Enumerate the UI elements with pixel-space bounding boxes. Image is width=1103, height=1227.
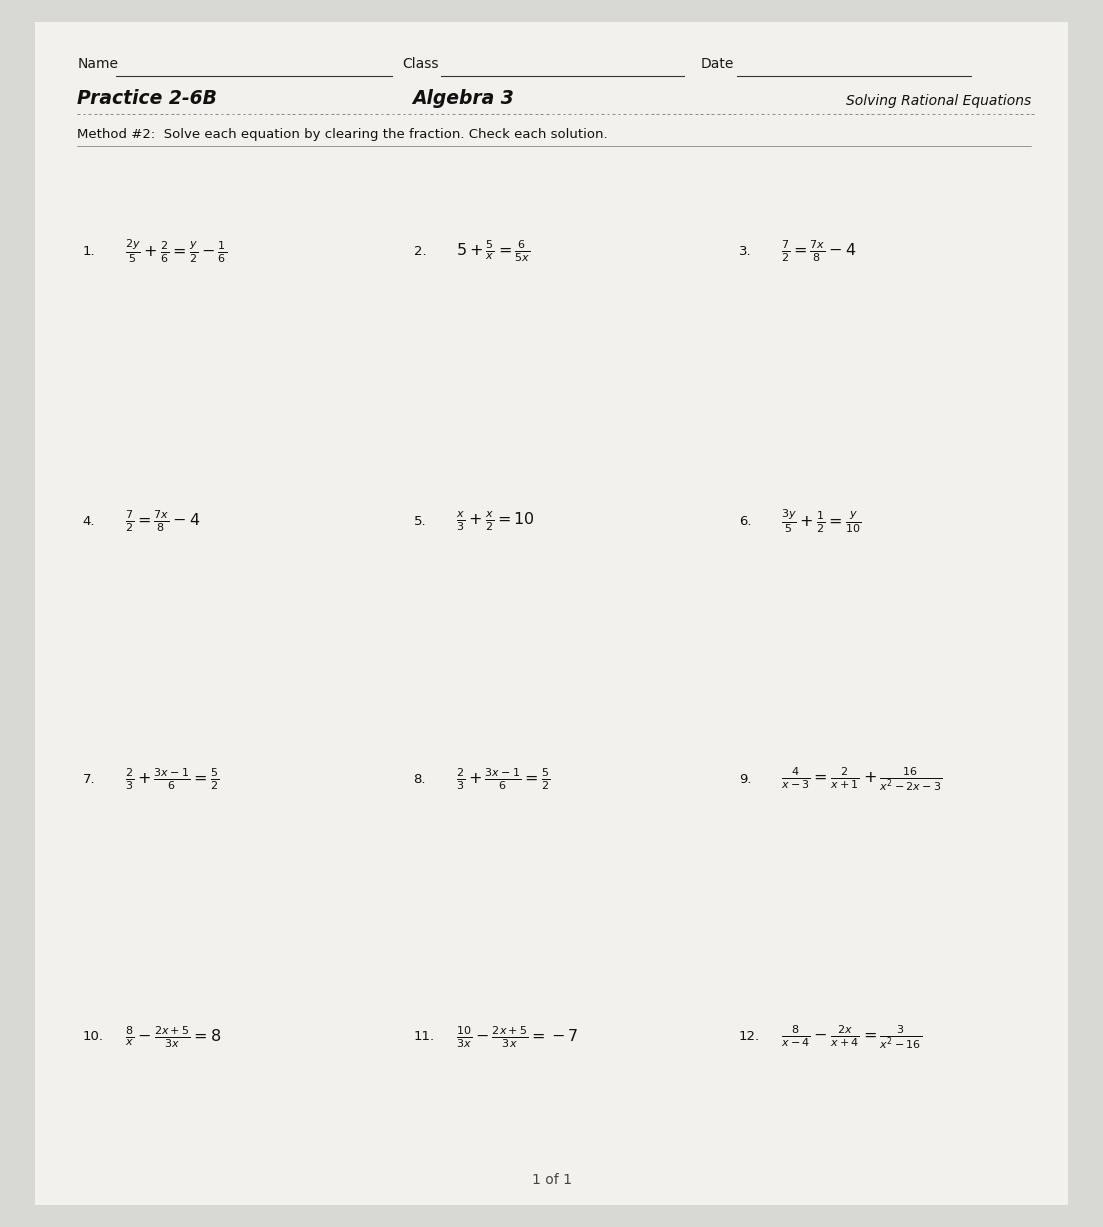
Text: $\frac{2y}{5}+\frac{2}{6}=\frac{y}{2}-\frac{1}{6}$: $\frac{2y}{5}+\frac{2}{6}=\frac{y}{2}-\f… — [125, 238, 227, 265]
Text: Algebra 3: Algebra 3 — [413, 90, 514, 108]
Text: Method #2:  Solve each equation by clearing the fraction. Check each solution.: Method #2: Solve each equation by cleari… — [77, 128, 608, 141]
Text: 11.: 11. — [414, 1031, 435, 1043]
Text: 1 of 1: 1 of 1 — [532, 1173, 571, 1188]
Text: $\frac{4}{x-3}=\frac{2}{x+1}+\frac{16}{x^2-2x-3}$: $\frac{4}{x-3}=\frac{2}{x+1}+\frac{16}{x… — [781, 766, 942, 793]
Text: Class: Class — [403, 58, 439, 71]
Text: 2.: 2. — [414, 245, 426, 258]
Text: 10.: 10. — [83, 1031, 104, 1043]
Text: $5+\frac{5}{x}=\frac{6}{5x}$: $5+\frac{5}{x}=\frac{6}{5x}$ — [456, 238, 529, 265]
Text: Solving Rational Equations: Solving Rational Equations — [846, 94, 1031, 108]
Text: $\frac{3y}{5}+\frac{1}{2}=\frac{y}{10}$: $\frac{3y}{5}+\frac{1}{2}=\frac{y}{10}$ — [781, 508, 861, 535]
Text: $\frac{8}{x-4}-\frac{2x}{x+4}=\frac{3}{x^2-16}$: $\frac{8}{x-4}-\frac{2x}{x+4}=\frac{3}{x… — [781, 1023, 922, 1050]
Text: 8.: 8. — [414, 773, 426, 785]
Text: 4.: 4. — [83, 515, 95, 528]
Text: $\frac{x}{3}+\frac{x}{2}=10$: $\frac{x}{3}+\frac{x}{2}=10$ — [456, 509, 535, 534]
Text: $\frac{8}{x}-\frac{2x+5}{3x}=8$: $\frac{8}{x}-\frac{2x+5}{3x}=8$ — [125, 1023, 221, 1050]
Text: $\frac{2}{3}+\frac{3x-1}{6}=\frac{5}{2}$: $\frac{2}{3}+\frac{3x-1}{6}=\frac{5}{2}$ — [125, 766, 218, 793]
Text: 9.: 9. — [739, 773, 751, 785]
Text: $\frac{2}{3}+\frac{3x-1}{6}=\frac{5}{2}$: $\frac{2}{3}+\frac{3x-1}{6}=\frac{5}{2}$ — [456, 766, 549, 793]
Text: $\frac{7}{2}=\frac{7x}{8}-4$: $\frac{7}{2}=\frac{7x}{8}-4$ — [125, 508, 200, 535]
Text: Name: Name — [77, 58, 118, 71]
Text: Date: Date — [700, 58, 733, 71]
Text: 5.: 5. — [414, 515, 426, 528]
Text: $\frac{10}{3x}-\frac{2x+5}{3x}=-7$: $\frac{10}{3x}-\frac{2x+5}{3x}=-7$ — [456, 1023, 578, 1050]
Text: $\frac{7}{2}=\frac{7x}{8}-4$: $\frac{7}{2}=\frac{7x}{8}-4$ — [781, 238, 856, 265]
Text: 1.: 1. — [83, 245, 95, 258]
Text: 7.: 7. — [83, 773, 95, 785]
FancyBboxPatch shape — [35, 22, 1068, 1205]
Text: 12.: 12. — [739, 1031, 760, 1043]
Text: 6.: 6. — [739, 515, 751, 528]
Text: Practice 2-6B: Practice 2-6B — [77, 90, 217, 108]
Text: 3.: 3. — [739, 245, 751, 258]
